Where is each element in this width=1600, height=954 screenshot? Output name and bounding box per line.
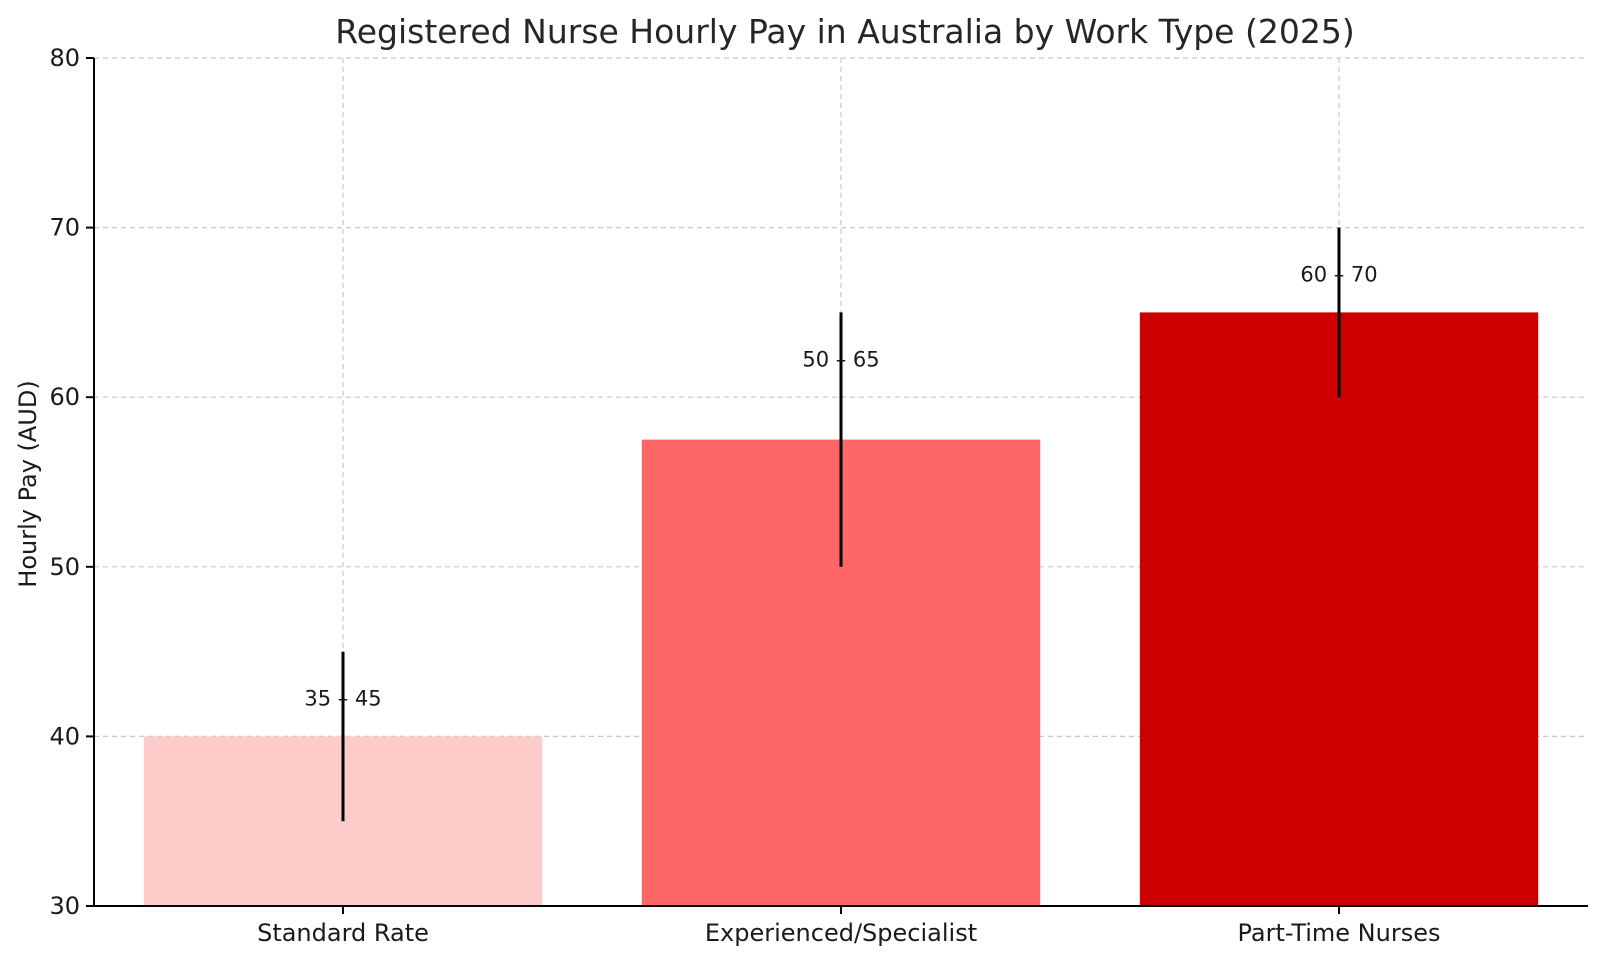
y-tick-label: 80 [49,44,80,72]
x-tick-label: Part-Time Nurses [1237,919,1440,947]
bars [143,312,1539,906]
data-label-2: 50 – 65 [802,347,879,371]
bar-3 [1139,312,1539,906]
axes: 30 40 50 60 70 80 Standard Rate Experienced/Spe… [49,44,1588,947]
y-tick-label: 60 [49,383,80,411]
data-label-1: 35 – 45 [304,687,381,711]
x-tick-label: Standard Rate [257,919,429,947]
data-label-3: 60 – 70 [1300,263,1377,287]
chart-title: Registered Nurse Hourly Pay in Australia… [335,12,1354,51]
x-tick-label: Experienced/Specialist [705,919,977,947]
error-bars [341,227,1341,822]
y-tick-label: 40 [49,722,80,750]
y-tick-label: 30 [49,892,80,920]
y-tick-label: 70 [49,214,80,242]
y-tick-label: 50 [49,553,80,581]
y-axis-label: Hourly Pay (AUD) [14,380,42,587]
data-labels: 35 – 45 50 – 65 60 – 70 [304,263,1377,711]
